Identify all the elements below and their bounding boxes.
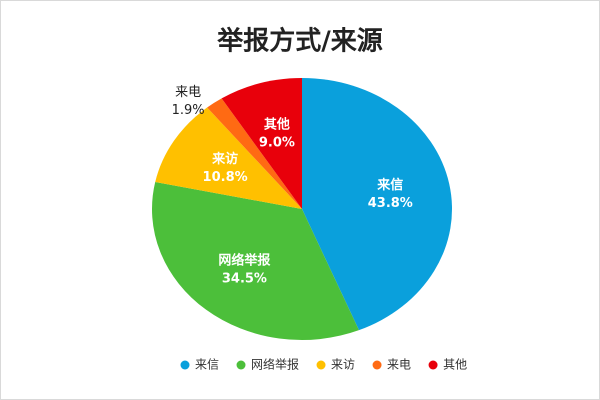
chart-title: 举报方式/来源 xyxy=(216,26,383,57)
pie-slice xyxy=(155,107,302,209)
slice-label: 来信 43.8% xyxy=(368,176,413,210)
legend-marker xyxy=(428,360,438,370)
legend-label: 其他 xyxy=(443,358,467,372)
legend-label: 网络举报 xyxy=(251,357,299,372)
legend-label: 来访 xyxy=(331,358,355,372)
slice-value: 9.0% xyxy=(259,135,295,150)
slice-value: 34.5% xyxy=(222,271,267,286)
slice-label: 来访 10.8% xyxy=(203,151,248,185)
pie-slice xyxy=(151,182,359,340)
slice-value: 43.8% xyxy=(368,195,413,210)
slice-name: 来访 xyxy=(211,151,238,167)
slice-name: 网络举报 xyxy=(218,252,271,268)
pie-slice xyxy=(221,78,302,209)
legend-label: 来信 xyxy=(195,358,219,372)
legend-marker xyxy=(316,360,326,370)
slice-name: 来信 xyxy=(376,176,403,192)
legend-marker xyxy=(180,360,190,370)
legend-marker xyxy=(236,360,246,370)
legend-label: 来电 xyxy=(387,358,411,372)
pie-slice xyxy=(207,98,302,209)
slice-label: 其他 9.0% xyxy=(259,116,295,150)
slice-value: 1.9% xyxy=(172,103,205,118)
slice-label: 网络举报 34.5% xyxy=(218,252,271,286)
slice-label: 来电 1.9% xyxy=(172,85,205,118)
slice-name: 来电 xyxy=(175,85,201,100)
legend-marker xyxy=(372,360,382,370)
slice-name: 其他 xyxy=(264,116,290,132)
pie-slice xyxy=(302,78,452,331)
slice-value: 10.8% xyxy=(203,170,248,185)
